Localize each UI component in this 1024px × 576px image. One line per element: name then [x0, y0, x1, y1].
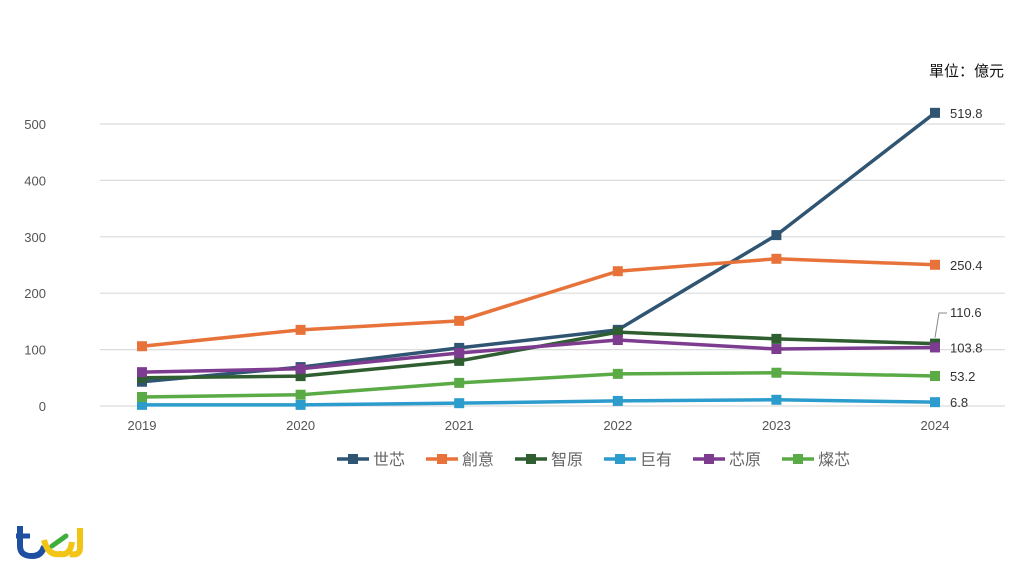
legend-marker-芯原 — [704, 454, 714, 464]
x-tick-label: 2019 — [128, 418, 157, 433]
data-point-芯原 — [930, 342, 940, 353]
legend-label-智原: 智原 — [551, 450, 583, 469]
data-point-燦芯 — [771, 367, 782, 378]
series-line-芯原 — [141, 338, 936, 374]
data-label-芯原: 103.8 — [950, 340, 983, 355]
data-point-巨有 — [454, 398, 465, 409]
data-point-巨有 — [771, 394, 782, 405]
legend-label-燦芯: 燦芯 — [818, 450, 850, 469]
data-point-燦芯 — [137, 391, 147, 402]
x-tick-label: 2022 — [603, 418, 632, 433]
legend-marker-燦芯 — [793, 454, 803, 464]
data-point-智原 — [137, 372, 147, 383]
data-label-智原: 110.6 — [950, 305, 982, 320]
data-point-智原 — [771, 333, 782, 344]
legend-marker-智原 — [526, 454, 536, 464]
data-point-燦芯 — [612, 368, 623, 379]
y-tick-label: 0 — [39, 399, 46, 414]
legend-marker-世芯 — [348, 454, 358, 464]
data-point-芯原 — [137, 367, 147, 378]
x-tick-label: 2020 — [286, 418, 315, 433]
data-point-創意 — [454, 315, 465, 326]
data-point-智原 — [612, 327, 623, 338]
data-label-世芯: 519.8 — [950, 106, 983, 121]
series-line-巨有 — [142, 398, 936, 407]
data-point-創意 — [771, 253, 782, 264]
data-point-燦芯 — [295, 389, 306, 400]
data-point-巨有 — [930, 397, 940, 408]
data-point-創意 — [295, 324, 306, 335]
series-line-燦芯 — [141, 370, 936, 399]
legend-marker-巨有 — [615, 454, 625, 464]
data-point-燦芯 — [454, 377, 465, 388]
y-tick-label: 200 — [24, 286, 46, 301]
legend-label-世芯: 世芯 — [373, 450, 405, 469]
data-point-巨有 — [137, 399, 147, 410]
data-point-世芯 — [930, 107, 940, 118]
y-tick-label: 100 — [24, 343, 46, 358]
data-point-芯原 — [454, 347, 465, 358]
data-label-燦芯: 53.2 — [950, 369, 975, 384]
data-point-巨有 — [612, 395, 623, 406]
data-point-燦芯 — [930, 370, 940, 381]
x-tick-label: 2021 — [445, 418, 474, 433]
data-point-創意 — [930, 259, 940, 270]
unit-label: 單位：億元 — [928, 62, 1004, 80]
y-tick-label: 300 — [24, 230, 46, 245]
data-point-世芯 — [771, 230, 782, 241]
x-tick-label: 2023 — [762, 418, 791, 433]
x-tick-label: 2024 — [921, 418, 950, 433]
data-point-創意 — [137, 341, 147, 352]
y-tick-label: 400 — [24, 173, 46, 188]
series-line-創意 — [141, 257, 936, 348]
data-point-創意 — [612, 266, 623, 277]
legend-label-芯原: 芯原 — [729, 450, 761, 469]
data-point-智原 — [295, 371, 306, 382]
data-point-芯原 — [771, 344, 782, 355]
data-point-世芯 — [454, 342, 465, 353]
data-point-芯原 — [612, 335, 623, 346]
legend-marker-創意 — [437, 454, 447, 464]
data-label-巨有: 6.8 — [950, 395, 968, 410]
legend-label-巨有: 巨有 — [640, 450, 672, 469]
data-point-巨有 — [295, 399, 306, 410]
y-tick-label: 500 — [24, 117, 46, 132]
data-point-智原 — [454, 355, 465, 366]
data-point-芯原 — [295, 363, 306, 374]
legend-label-創意: 創意 — [462, 450, 494, 469]
leader-line — [934, 312, 947, 338]
data-label-創意: 250.4 — [950, 258, 983, 273]
tej-logo — [16, 526, 83, 560]
